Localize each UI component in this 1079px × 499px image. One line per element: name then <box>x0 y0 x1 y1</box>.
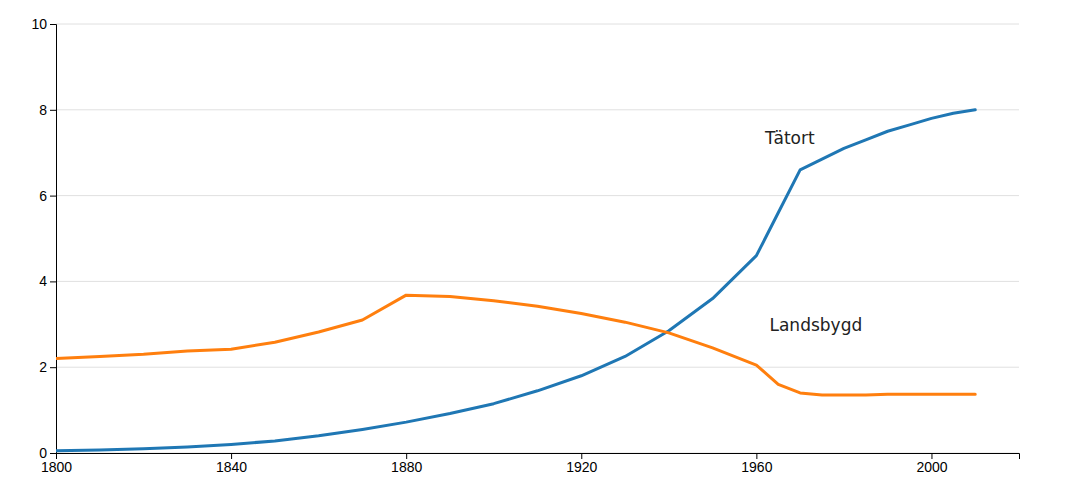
tick-label: 6 <box>39 188 47 204</box>
x-axis: 1800 1840 1880 1920 1960 2000 <box>41 453 1020 475</box>
axis-line <box>50 25 57 454</box>
y-axis: 0 2 4 6 8 10 <box>31 16 56 461</box>
axis-line <box>57 454 1020 460</box>
annotation: Landsbygd <box>769 315 862 335</box>
grid-line <box>56 195 1019 196</box>
tick-mark <box>50 281 56 282</box>
tick: 1840 <box>216 453 247 475</box>
tick-label: 0 <box>39 445 47 461</box>
tick-label: 4 <box>39 273 47 289</box>
tick-label: 8 <box>39 102 47 118</box>
tick-mark <box>50 453 56 454</box>
tick: 4 <box>39 273 56 289</box>
tick: 6 <box>39 188 56 204</box>
grid-line <box>56 24 1019 25</box>
tick-label: 1800 <box>41 459 72 475</box>
tick-label: 2000 <box>916 459 947 475</box>
tick: 1920 <box>566 453 597 475</box>
tick: 0 <box>39 445 56 461</box>
chart: 1800 1840 1880 1920 1960 2000 0 2 4 6 8 10 Tätort Lan… <box>0 0 1079 499</box>
tick-label: 1840 <box>216 459 247 475</box>
tick: 8 <box>39 102 56 118</box>
line <box>56 110 975 451</box>
plot: 1800 1840 1880 1920 1960 2000 0 2 4 6 8 10 Tätort Lan… <box>31 16 1019 475</box>
tick-mark <box>50 24 56 25</box>
tick-label: 10 <box>31 16 47 32</box>
grid-line <box>56 367 1019 368</box>
tick-mark <box>50 196 56 197</box>
tick: 2000 <box>916 453 947 475</box>
line <box>56 295 975 395</box>
tick: 1880 <box>391 453 422 475</box>
tick-mark <box>50 367 56 368</box>
tick-label: 1880 <box>391 459 422 475</box>
grid-line <box>56 281 1019 282</box>
grid-line <box>56 109 1019 110</box>
tick-label: 1960 <box>741 459 772 475</box>
tick-label: 1920 <box>566 459 597 475</box>
lines <box>56 110 975 451</box>
tick: 2 <box>39 359 56 375</box>
annotation: Tätort <box>764 128 815 148</box>
tick: 10 <box>31 16 56 32</box>
grid <box>56 24 1019 453</box>
tick-label: 2 <box>39 359 47 375</box>
annotations: Tätort Landsbygd <box>764 128 862 335</box>
tick-mark <box>50 110 56 111</box>
tick: 1960 <box>741 453 772 475</box>
